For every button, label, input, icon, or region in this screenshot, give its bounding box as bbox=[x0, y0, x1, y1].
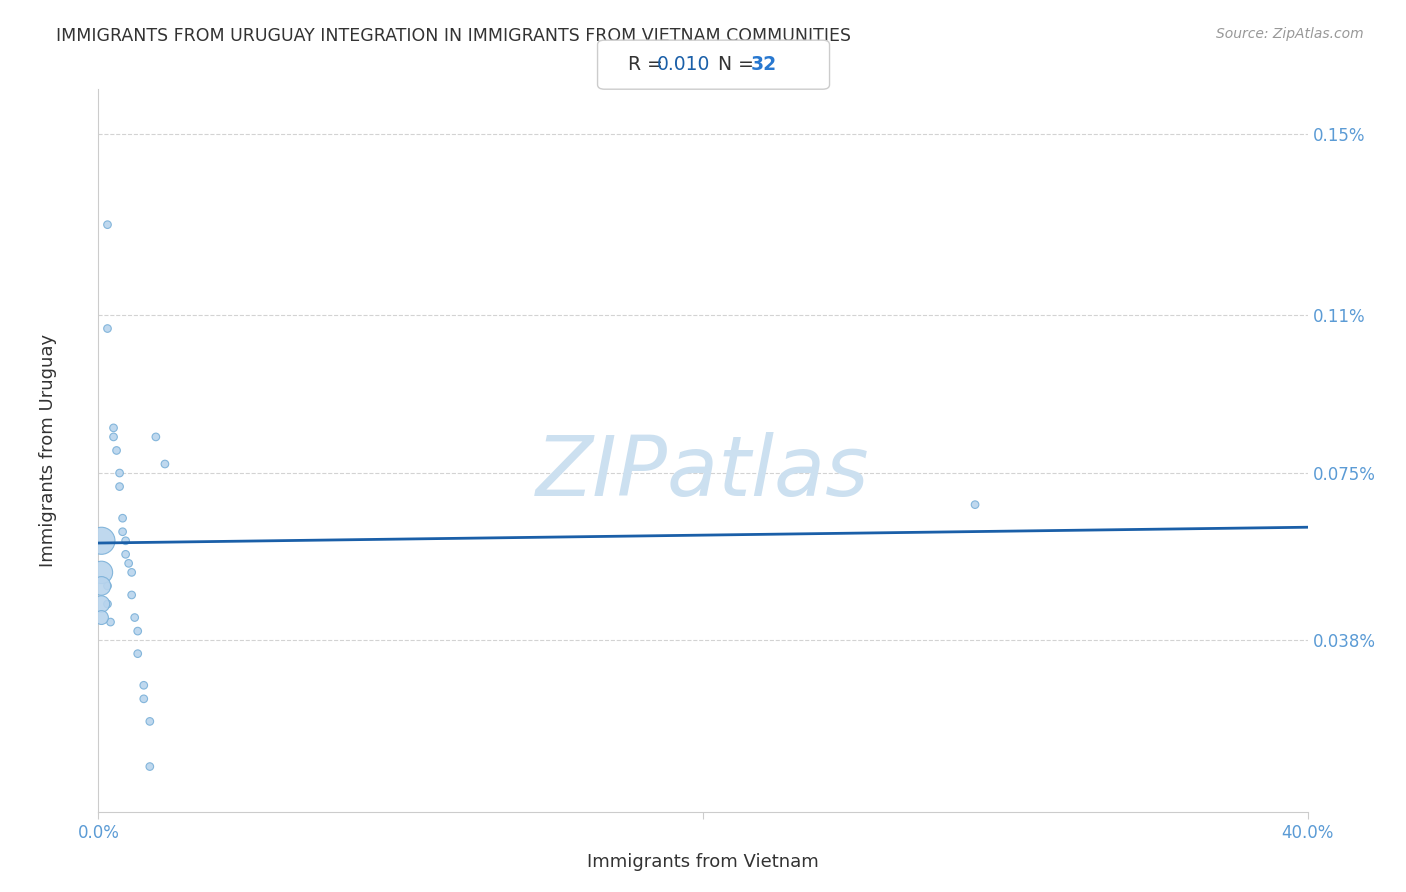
Text: IMMIGRANTS FROM URUGUAY INTEGRATION IN IMMIGRANTS FROM VIETNAM COMMUNITIES: IMMIGRANTS FROM URUGUAY INTEGRATION IN I… bbox=[56, 27, 851, 45]
Point bbox=[145, 430, 167, 444]
Point bbox=[108, 466, 131, 480]
Point bbox=[127, 624, 149, 639]
Point bbox=[153, 457, 176, 471]
Point bbox=[103, 421, 125, 435]
Point bbox=[103, 430, 125, 444]
Point bbox=[118, 557, 141, 571]
Point bbox=[90, 566, 112, 580]
Text: Source: ZipAtlas.com: Source: ZipAtlas.com bbox=[1216, 27, 1364, 41]
Point bbox=[90, 533, 112, 548]
Point bbox=[139, 759, 162, 773]
Point bbox=[96, 218, 118, 232]
Text: N =: N = bbox=[706, 55, 759, 74]
Point bbox=[139, 714, 162, 729]
Y-axis label: Immigrants from Uruguay: Immigrants from Uruguay bbox=[39, 334, 56, 567]
Point bbox=[111, 524, 134, 539]
Point bbox=[132, 691, 155, 706]
Text: R =: R = bbox=[628, 55, 669, 74]
Text: 32: 32 bbox=[751, 55, 778, 74]
Point bbox=[124, 610, 146, 624]
Point bbox=[90, 579, 112, 593]
Text: 0.010: 0.010 bbox=[657, 55, 710, 74]
X-axis label: Immigrants from Vietnam: Immigrants from Vietnam bbox=[588, 853, 818, 871]
Point bbox=[965, 498, 987, 512]
Point bbox=[132, 678, 155, 692]
Point bbox=[90, 597, 112, 611]
Point bbox=[96, 597, 118, 611]
Point bbox=[121, 566, 143, 580]
Point bbox=[105, 443, 128, 458]
Point bbox=[127, 647, 149, 661]
Point bbox=[121, 588, 143, 602]
Point bbox=[114, 547, 136, 561]
Point bbox=[114, 533, 136, 548]
Text: ZIPatlas: ZIPatlas bbox=[536, 432, 870, 513]
Point bbox=[90, 610, 112, 624]
Point bbox=[96, 321, 118, 335]
Point bbox=[100, 615, 122, 629]
Point bbox=[96, 579, 118, 593]
Point bbox=[111, 511, 134, 525]
Point bbox=[108, 480, 131, 494]
